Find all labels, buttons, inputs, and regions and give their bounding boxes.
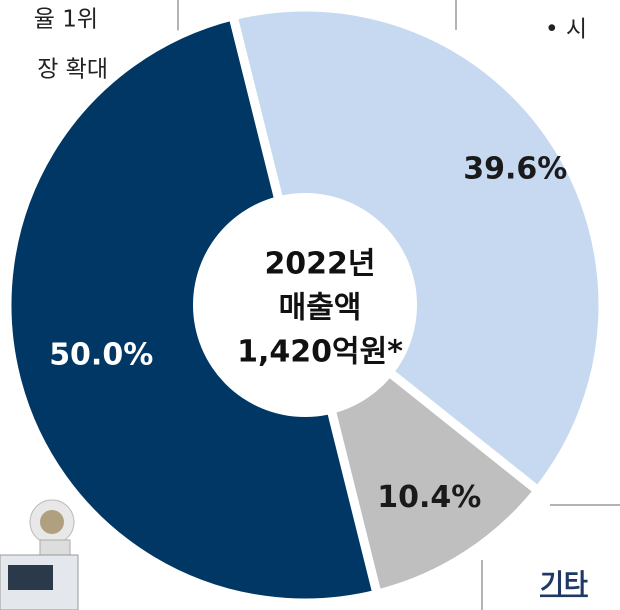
center-text: 매출액 — [279, 291, 362, 326]
slice — [227, 2, 608, 498]
annotation: 기타 — [540, 570, 588, 600]
donut — [2, 2, 608, 608]
machine-icon — [0, 499, 79, 610]
annotation: 율 1위 — [34, 7, 98, 33]
data-label: 50.0% — [49, 337, 153, 372]
annotation: • 시 — [545, 17, 587, 43]
center-text: 2022년 — [264, 247, 375, 282]
donut-hole — [193, 193, 417, 417]
data-label: 39.6% — [463, 151, 567, 186]
data-label: 10.4% — [377, 480, 481, 515]
center-text: 1,420억원* — [237, 335, 403, 370]
slice — [2, 10, 383, 608]
annotation: 장 확대 — [37, 57, 108, 83]
